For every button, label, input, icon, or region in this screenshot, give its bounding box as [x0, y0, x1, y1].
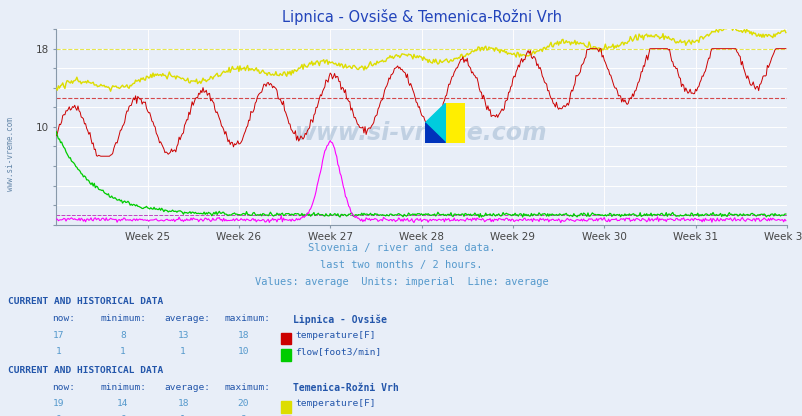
Text: CURRENT AND HISTORICAL DATA: CURRENT AND HISTORICAL DATA	[8, 297, 163, 307]
Polygon shape	[445, 104, 465, 143]
Text: Lipnica - Ovsiše: Lipnica - Ovsiše	[293, 314, 387, 324]
Text: maximum:: maximum:	[225, 383, 270, 392]
Text: 20: 20	[237, 399, 249, 409]
Text: now:: now:	[52, 383, 75, 392]
Text: now:: now:	[52, 314, 75, 323]
Text: Slovenia / river and sea data.: Slovenia / river and sea data.	[307, 243, 495, 253]
Text: minimum:: minimum:	[100, 383, 146, 392]
Text: 14: 14	[117, 399, 128, 409]
Text: 0: 0	[119, 415, 126, 416]
Text: 1: 1	[180, 347, 186, 357]
Text: 17: 17	[53, 331, 64, 340]
Text: temperature[F]: temperature[F]	[295, 331, 375, 340]
Text: maximum:: maximum:	[225, 314, 270, 323]
Text: flow[foot3/min]: flow[foot3/min]	[295, 347, 381, 357]
Text: flow[foot3/min]: flow[foot3/min]	[295, 415, 381, 416]
Text: 9: 9	[240, 415, 246, 416]
Text: last two months / 2 hours.: last two months / 2 hours.	[320, 260, 482, 270]
Text: 18: 18	[177, 399, 188, 409]
Text: minimum:: minimum:	[100, 314, 146, 323]
Text: 1: 1	[55, 347, 62, 357]
Text: temperature[F]: temperature[F]	[295, 399, 375, 409]
Text: 18: 18	[237, 331, 249, 340]
Text: 8: 8	[119, 331, 126, 340]
Text: www.si-vreme.com: www.si-vreme.com	[6, 117, 15, 191]
Text: Temenica-Rožni Vrh: Temenica-Rožni Vrh	[293, 383, 399, 393]
Text: 1: 1	[180, 415, 186, 416]
Text: average:: average:	[164, 383, 210, 392]
Text: 10: 10	[237, 347, 249, 357]
Text: CURRENT AND HISTORICAL DATA: CURRENT AND HISTORICAL DATA	[8, 366, 163, 375]
Polygon shape	[425, 104, 445, 143]
Text: 1: 1	[119, 347, 126, 357]
Text: www.si-vreme.com: www.si-vreme.com	[295, 121, 547, 145]
Text: 13: 13	[177, 331, 188, 340]
Text: 19: 19	[53, 399, 64, 409]
Polygon shape	[425, 123, 445, 143]
Text: 0: 0	[55, 415, 62, 416]
Text: Values: average  Units: imperial  Line: average: Values: average Units: imperial Line: av…	[254, 277, 548, 287]
Title: Lipnica - Ovsiše & Temenica-Rožni Vrh: Lipnica - Ovsiše & Temenica-Rožni Vrh	[282, 9, 561, 25]
Text: average:: average:	[164, 314, 210, 323]
